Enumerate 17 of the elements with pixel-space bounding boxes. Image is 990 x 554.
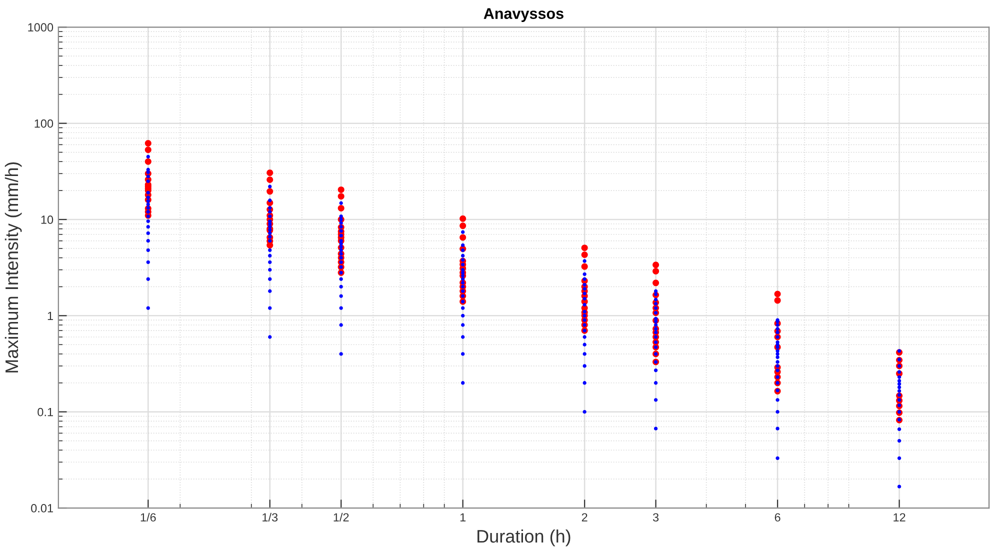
x-tick-label: 6 — [774, 513, 780, 522]
x-tick-label: 12 — [894, 513, 906, 522]
y-tick-label: 0.01 — [31, 504, 53, 512]
y-tick-label: 0.1 — [38, 408, 53, 416]
y-tick-label: 1 — [48, 312, 53, 320]
x-tick-label: 3 — [652, 513, 659, 522]
chart-title: Anavyssos — [484, 8, 564, 22]
x-tick-label: 1/3 — [262, 512, 278, 522]
x-tick-label: 1/2 — [334, 512, 349, 522]
x-tick-label: 1 — [460, 513, 466, 522]
y-tick-label: 10 — [41, 216, 54, 224]
x-axis-title: Duration (h) — [478, 529, 570, 546]
x-tick-label: 1/6 — [140, 512, 156, 522]
y-axis-title: Maximum Intensity (mm/h) — [4, 162, 22, 372]
y-tick-label: 100 — [34, 119, 54, 128]
y-tick-label: 1000 — [28, 23, 54, 32]
x-tick-label: 2 — [582, 513, 588, 522]
